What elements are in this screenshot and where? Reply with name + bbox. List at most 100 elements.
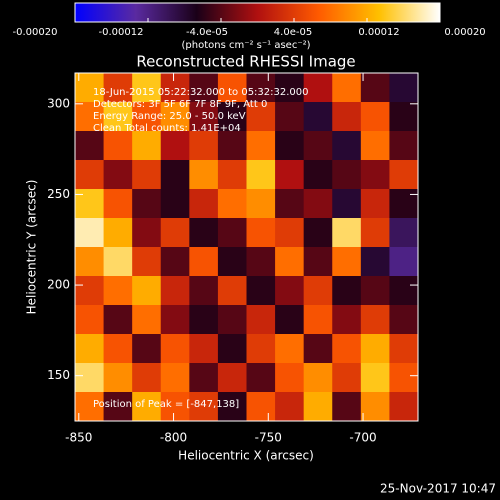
heatmap-cell bbox=[160, 218, 190, 248]
heatmap-cell bbox=[275, 218, 305, 248]
heatmap-cell bbox=[75, 305, 105, 335]
heatmap-cell bbox=[275, 276, 305, 306]
heatmap-cell bbox=[189, 160, 219, 190]
heatmap-cell bbox=[132, 276, 162, 306]
heatmap-cell bbox=[389, 305, 419, 335]
heatmap-cell bbox=[360, 73, 390, 103]
heatmap-cell bbox=[389, 131, 419, 161]
colorbar-tick-label: 0.00020 bbox=[444, 27, 485, 38]
heatmap-cell bbox=[189, 276, 219, 306]
heatmap-cell bbox=[132, 131, 162, 161]
heatmap-cell bbox=[217, 305, 247, 335]
heatmap-cell bbox=[103, 102, 133, 132]
heatmap-cell bbox=[303, 218, 333, 248]
heatmap-cell bbox=[332, 363, 362, 393]
heatmap-cell bbox=[246, 247, 276, 277]
x-tick-label: -850 bbox=[65, 431, 92, 445]
heatmap-cell bbox=[275, 363, 305, 393]
heatmap-cell bbox=[189, 334, 219, 364]
heatmap-cell bbox=[217, 392, 247, 422]
heatmap-cell bbox=[360, 363, 390, 393]
colorbar-tick-label: -0.00020 bbox=[13, 27, 58, 38]
heatmap-cell bbox=[275, 392, 305, 422]
heatmap-cell bbox=[360, 218, 390, 248]
heatmap-cell bbox=[103, 73, 133, 103]
heatmap-cell bbox=[75, 189, 105, 219]
heatmap-cell bbox=[75, 392, 105, 422]
heatmap-cell bbox=[246, 334, 276, 364]
heatmap-cell bbox=[75, 73, 105, 103]
heatmap-cell bbox=[217, 247, 247, 277]
heatmap-cell bbox=[303, 305, 333, 335]
heatmap-cell bbox=[332, 131, 362, 161]
heatmap-cell bbox=[132, 160, 162, 190]
heatmap-cell bbox=[75, 363, 105, 393]
heatmap-cell bbox=[332, 73, 362, 103]
heatmap-cell bbox=[189, 363, 219, 393]
y-axis-label: Heliocentric Y (arcsec) bbox=[25, 180, 39, 315]
plot-frame bbox=[74, 72, 419, 422]
heatmap-cell bbox=[160, 305, 190, 335]
annotation: 18-Jun-2015 05:22:32.000 to 05:32:32.000 bbox=[93, 87, 309, 98]
heatmap-cell bbox=[389, 73, 419, 103]
heatmap-cell bbox=[332, 392, 362, 422]
heatmap-cell bbox=[332, 247, 362, 277]
annotation: Energy Range: 25.0 - 50.0 keV bbox=[93, 111, 246, 122]
heatmap-cell bbox=[303, 334, 333, 364]
heatmap-cell bbox=[275, 160, 305, 190]
colorbar-tick-label: -4.0e-05 bbox=[186, 27, 228, 38]
annotation: Detectors: 3F 5F 6F 7F 8F 9F, Att 0 bbox=[93, 99, 267, 110]
heatmap-cell bbox=[332, 305, 362, 335]
heatmap-cell bbox=[360, 305, 390, 335]
colorbar-label: (photons cm⁻² s⁻¹ asec⁻²) bbox=[181, 40, 310, 51]
heatmap-cell bbox=[75, 334, 105, 364]
y-tick-label: 200 bbox=[47, 278, 70, 292]
heatmap-cell bbox=[275, 247, 305, 277]
heatmap-cell bbox=[303, 160, 333, 190]
heatmap-cell bbox=[189, 247, 219, 277]
heatmap-cell bbox=[275, 131, 305, 161]
heatmap-cell bbox=[389, 247, 419, 277]
heatmap-cell bbox=[246, 363, 276, 393]
heatmap-cell bbox=[389, 218, 419, 248]
heatmap-cell bbox=[103, 276, 133, 306]
heatmap-cell bbox=[217, 334, 247, 364]
heatmap-cell bbox=[189, 392, 219, 422]
heatmap-cell bbox=[332, 334, 362, 364]
heatmap-cell bbox=[303, 392, 333, 422]
heatmap-cell bbox=[303, 102, 333, 132]
x-tick-label: -700 bbox=[349, 431, 376, 445]
heatmap-cell bbox=[217, 276, 247, 306]
heatmap-cell bbox=[360, 392, 390, 422]
heatmap-cell bbox=[303, 363, 333, 393]
heatmap-cell bbox=[303, 131, 333, 161]
heatmap-cell bbox=[132, 334, 162, 364]
heatmap-cell bbox=[217, 363, 247, 393]
heatmap-cell bbox=[189, 189, 219, 219]
heatmap-cell bbox=[217, 189, 247, 219]
heatmap-cell bbox=[275, 334, 305, 364]
heatmap-cell bbox=[303, 189, 333, 219]
heatmap-cell bbox=[160, 276, 190, 306]
peak-label: Position of Peak = [-847,138] bbox=[93, 399, 239, 410]
heatmap-cell bbox=[103, 392, 133, 422]
heatmap-cell bbox=[103, 160, 133, 190]
heatmap-cell bbox=[246, 102, 276, 132]
heatmap-cell bbox=[303, 276, 333, 306]
heatmap-cell bbox=[275, 73, 305, 103]
heatmap-cell bbox=[103, 189, 133, 219]
heatmap-cell bbox=[246, 276, 276, 306]
heatmap-cell bbox=[360, 276, 390, 306]
heatmap-cell bbox=[275, 305, 305, 335]
y-tick-label: 150 bbox=[47, 368, 70, 382]
heatmap-cell bbox=[332, 218, 362, 248]
heatmap-cell bbox=[189, 218, 219, 248]
heatmap-cell bbox=[360, 160, 390, 190]
heatmap-cell bbox=[303, 73, 333, 103]
heatmap-cell bbox=[75, 131, 105, 161]
heatmap-cell bbox=[303, 247, 333, 277]
x-axis-label: Heliocentric X (arcsec) bbox=[178, 449, 314, 463]
heatmap-cell bbox=[160, 189, 190, 219]
heatmap-cell bbox=[103, 131, 133, 161]
